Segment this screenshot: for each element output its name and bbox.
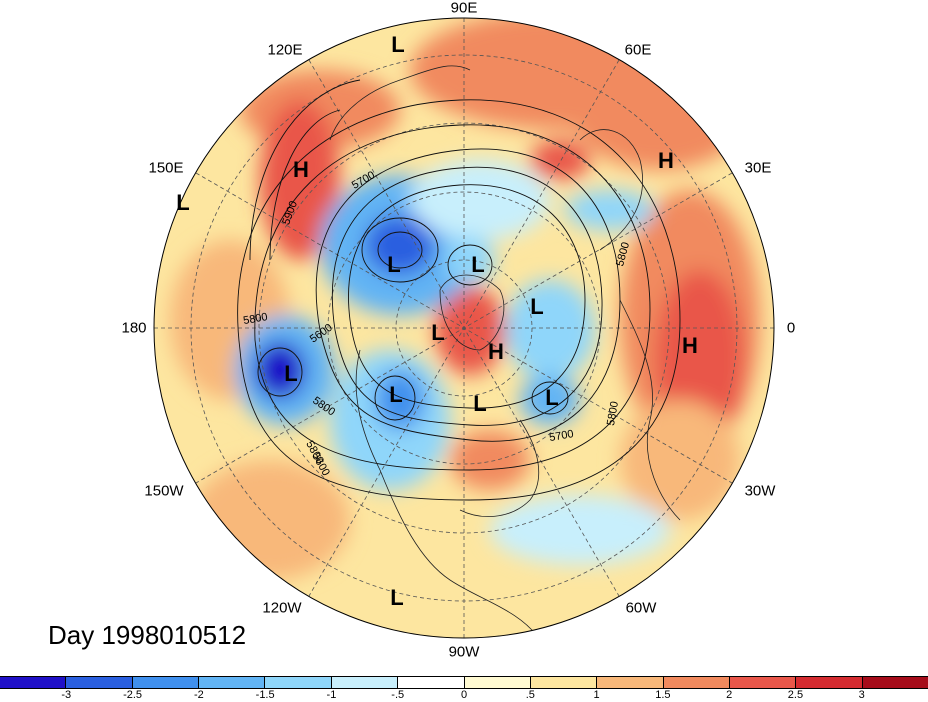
pressure-centers: L H H L L L L L H H L L L L L bbox=[176, 32, 698, 610]
colorbar-segment bbox=[331, 677, 399, 688]
lon-label-30w: 30W bbox=[744, 482, 776, 500]
lon-label-90w: 90W bbox=[448, 643, 480, 661]
colorbar bbox=[0, 676, 928, 689]
high-pressure-marker-asia-east: H bbox=[658, 148, 674, 173]
colorbar-tick-label: -.5 bbox=[391, 689, 405, 701]
lon-label-90e: 90E bbox=[450, 0, 478, 17]
anomaly-field bbox=[154, 18, 774, 638]
colorbar-tick-label: -2 bbox=[193, 689, 204, 701]
contour-label: 5700 bbox=[548, 428, 574, 444]
contour-label: 5800 bbox=[242, 311, 268, 327]
lon-label-120w: 120W bbox=[262, 599, 302, 617]
colorbar-segment bbox=[862, 677, 928, 688]
low-pressure-marker-labrador: L bbox=[473, 391, 486, 416]
low-pressure-marker-far-west: L bbox=[176, 190, 189, 215]
lon-label-60e: 60E bbox=[624, 41, 652, 59]
low-pressure-marker-north-atlantic: L bbox=[545, 385, 558, 410]
map-title: Day 1998010512 bbox=[48, 620, 247, 650]
lon-label-0: 0 bbox=[786, 319, 796, 337]
colorbar-segment bbox=[796, 677, 863, 688]
high-pressure-marker-greenland: H bbox=[488, 339, 504, 364]
colorbar-segment bbox=[398, 677, 465, 688]
colorbar-segment bbox=[66, 677, 133, 688]
contour-label: 5800 bbox=[605, 400, 621, 426]
high-pressure-marker-west-pacific: H bbox=[293, 157, 309, 182]
low-pressure-marker-arctic-center: L bbox=[431, 320, 444, 345]
colorbar-segment bbox=[729, 677, 797, 688]
colorbar-tick-label: 2.5 bbox=[787, 689, 804, 701]
low-pressure-marker-hudson: L bbox=[389, 382, 402, 407]
colorbar-segment bbox=[0, 677, 67, 688]
map-boundary bbox=[153, 17, 775, 639]
colorbar-segment bbox=[199, 677, 266, 688]
colorbar-tick-label: 1.5 bbox=[655, 689, 671, 701]
lon-label-120e: 120E bbox=[267, 41, 303, 59]
colorbar-tick-label: -2.5 bbox=[123, 689, 143, 701]
low-pressure-marker-gulf-of-alaska: L bbox=[284, 361, 297, 386]
colorbar-segment bbox=[530, 677, 598, 688]
colorbar-segment bbox=[597, 677, 664, 688]
colorbar-segment bbox=[132, 677, 200, 688]
colorbar-segment bbox=[464, 677, 531, 688]
high-pressure-marker-africa: H bbox=[682, 333, 698, 358]
colorbar-tick-label: .5 bbox=[525, 689, 535, 701]
lon-label-60w: 60W bbox=[625, 599, 657, 617]
lon-label-150e: 150E bbox=[148, 159, 184, 177]
colorbar-tick-label: 0 bbox=[460, 689, 468, 701]
low-pressure-marker-siberia: L bbox=[387, 252, 400, 277]
colorbar-tick-label: -1 bbox=[326, 689, 337, 701]
colorbar-tick-label: -3 bbox=[61, 689, 72, 701]
coastlines bbox=[329, 65, 681, 638]
colorbar-tick-label: 1 bbox=[593, 689, 600, 701]
height-contours bbox=[237, 79, 681, 501]
low-pressure-marker-pacific-south: L bbox=[390, 585, 403, 610]
lon-label-150w: 150W bbox=[144, 482, 184, 500]
colorbar-tick-label: -1.5 bbox=[255, 689, 275, 701]
graticule bbox=[154, 18, 774, 638]
colorbar-segment bbox=[663, 677, 730, 688]
low-pressure-marker-top: L bbox=[391, 32, 404, 57]
low-pressure-marker-arctic-north: L bbox=[471, 252, 484, 277]
lon-label-30e: 30E bbox=[744, 159, 772, 177]
colorbar-tick-label: 3 bbox=[858, 689, 865, 701]
colorbar-ticks: -3 -2.5 -2 -1.5 -1 -.5 0 .5 1 1.5 2 2.5 3 bbox=[0, 689, 928, 702]
low-pressure-marker-arctic-east: L bbox=[530, 294, 543, 319]
lon-label-180: 180 bbox=[121, 319, 147, 337]
colorbar-segment bbox=[265, 677, 332, 688]
colorbar-tick-label: 2 bbox=[726, 689, 733, 701]
